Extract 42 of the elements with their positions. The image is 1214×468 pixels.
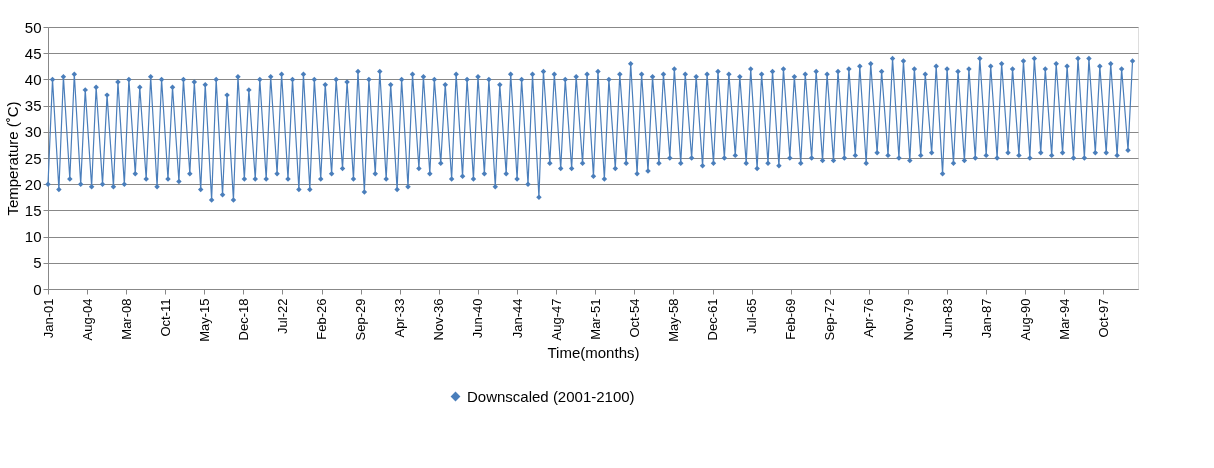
legend-label: Downscaled (2001-2100) [467, 387, 635, 405]
x-tick-label: Nov-36 [431, 298, 447, 341]
x-tick-label: Apr-33 [392, 298, 408, 338]
x-tick-label: Jun-40 [470, 298, 486, 339]
x-tick-label: Sep-72 [822, 298, 838, 341]
x-tick-label: Jan-01 [40, 298, 56, 339]
x-tick-label: May-58 [665, 298, 681, 342]
y-tick-label: 10 [24, 228, 42, 246]
x-tick-label: Feb-69 [783, 298, 799, 340]
x-tick-label: Aug-47 [548, 298, 564, 341]
y-tick-label: 40 [24, 70, 42, 88]
x-tick-label: Mar-08 [118, 298, 134, 340]
x-tick-label: Aug-04 [79, 298, 95, 341]
x-axis-title: Time(months) [547, 343, 640, 361]
x-tick-label: Jan-87 [978, 298, 994, 339]
y-tick-label: 30 [24, 123, 42, 141]
y-tick-label: 25 [24, 149, 42, 167]
y-tick-label: 20 [24, 175, 42, 193]
y-tick-label: 35 [24, 97, 42, 115]
x-tick-label: Aug-90 [1017, 298, 1033, 341]
x-tick-label: Oct-11 [157, 298, 173, 337]
x-tick-label: Mar-94 [1056, 298, 1072, 340]
x-tick-label: Sep-29 [353, 298, 369, 341]
x-tick-label: Dec-18 [235, 298, 251, 341]
x-tick-label: Jun-83 [939, 298, 955, 339]
y-tick-label: 0 [33, 280, 42, 298]
x-tick-label: Jul-22 [275, 298, 290, 334]
y-tick-label: 15 [24, 201, 42, 219]
x-tick-label: Oct-54 [626, 298, 642, 338]
y-tick-label: 50 [24, 18, 42, 36]
y-tick-label: 5 [33, 254, 42, 272]
y-tick-label: 45 [24, 44, 42, 62]
y-axis-title: Temperature (˚C) [3, 101, 21, 216]
x-tick-label: Oct-97 [1095, 298, 1111, 338]
x-tick-label: Dec-61 [705, 298, 721, 341]
x-tick-label: Jan-44 [509, 298, 525, 339]
x-tick-label: Nov-79 [900, 298, 916, 341]
x-tick-label: Mar-51 [587, 298, 603, 340]
x-tick-label: Apr-76 [861, 298, 877, 338]
x-tick-label: May-15 [196, 298, 212, 342]
x-tick-label: Jul-65 [744, 298, 760, 334]
x-tick-label: Feb-26 [314, 298, 330, 340]
